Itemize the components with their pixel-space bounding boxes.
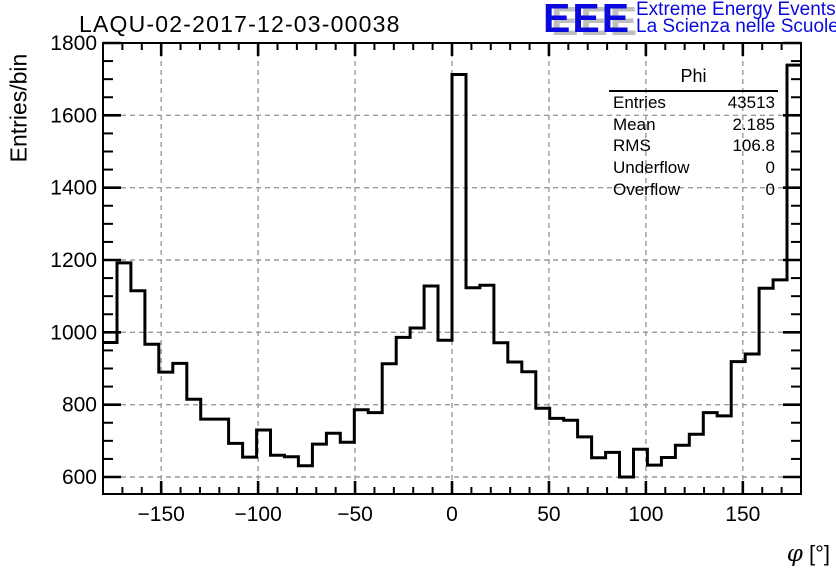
logo-line1: Extreme Energy Events [636,0,836,20]
x-tick-label: −150 [138,503,185,526]
stats-box: Phi Entries 43513 Mean 2.185 RMS 106.8 U… [609,66,778,201]
stats-row-rms: RMS 106.8 [609,136,778,158]
stats-label: Overflow [613,180,681,200]
y-tick-label: 1200 [50,249,97,272]
x-axis-units: [°] [808,541,830,566]
eee-logo-text: Extreme Energy Events La Scienza nelle S… [636,0,836,37]
histogram-line [103,63,801,479]
stats-row-mean: Mean 2.185 [609,114,778,136]
stats-value: 43513 [727,92,775,112]
phi-symbol: φ [786,541,803,567]
stats-row-underflow: Underflow 0 [609,157,778,179]
x-tick-label: 150 [725,503,760,526]
plot-title: LAQU-02-2017-12-03-00038 [79,11,401,37]
x-tick-label: −50 [337,503,373,526]
y-tick-label: 1400 [50,177,97,200]
eee-logo: EEE [543,0,632,41]
y-tick-label: 1600 [50,104,97,127]
logo-line2: La Scienza nelle Scuole [636,16,836,37]
x-tick-label: 0 [446,503,458,526]
y-tick-label: 1000 [50,321,97,344]
stats-label: RMS [613,136,651,156]
stats-label: Underflow [613,158,690,178]
x-tick-label: 100 [628,503,663,526]
x-tick-label: 50 [537,503,560,526]
stats-label: Entries [613,92,666,112]
x-axis-title: φ [°] [787,541,830,567]
stats-row-entries: Entries 43513 [609,92,778,114]
y-axis-title: Entries/bin [5,53,32,163]
x-tick-label: −100 [234,503,281,526]
y-tick-label: 800 [62,394,97,417]
stats-box-title: Phi [609,66,778,92]
stats-value: 0 [765,180,775,200]
stats-value: 0 [765,158,775,178]
stats-row-overflow: Overflow 0 [609,179,778,201]
y-tick-label: 600 [62,466,97,489]
stats-value: 2.185 [732,114,775,134]
stats-value: 106.8 [732,136,775,156]
y-tick-label: 1800 [50,32,97,55]
stats-label: Mean [613,114,656,134]
